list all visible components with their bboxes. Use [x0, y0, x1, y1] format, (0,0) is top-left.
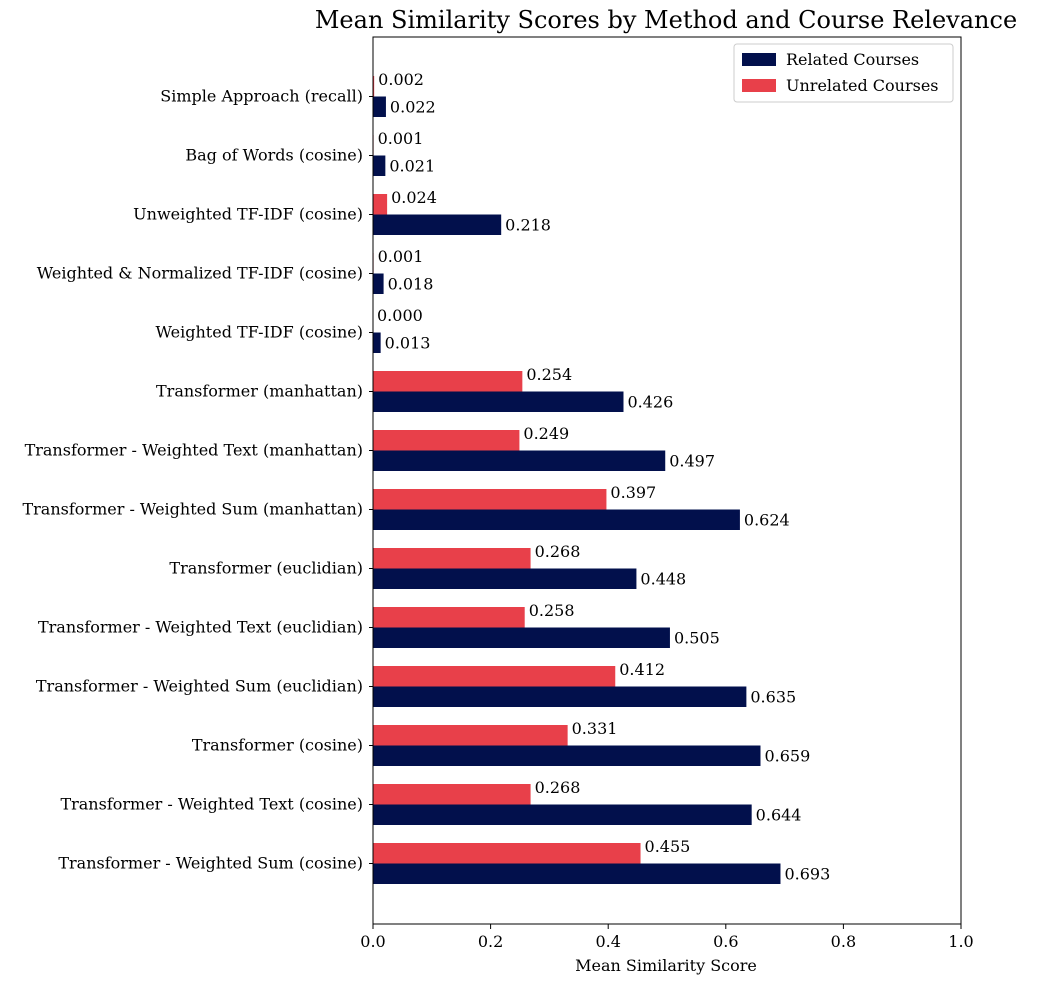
category-label: Transformer - Weighted Text (cosine) — [60, 795, 363, 814]
category-label: Transformer - Weighted Sum (cosine) — [58, 854, 363, 873]
bar-unrelated — [373, 548, 531, 569]
value-label-related: 0.497 — [669, 451, 715, 470]
bar-related — [373, 745, 761, 766]
bar-unrelated — [373, 666, 616, 687]
bar-related — [373, 450, 666, 471]
bar-related — [373, 332, 381, 353]
value-label-unrelated: 0.412 — [619, 660, 665, 679]
bar-unrelated — [373, 76, 375, 97]
bar-related — [373, 568, 637, 589]
value-label-unrelated: 0.258 — [529, 601, 575, 620]
value-label-unrelated: 0.024 — [391, 188, 437, 207]
value-label-related: 0.021 — [389, 156, 435, 175]
chart-title: Mean Similarity Scores by Method and Cou… — [315, 6, 1017, 34]
bar-related — [373, 686, 747, 707]
value-label-unrelated: 0.268 — [535, 778, 581, 797]
bar-related — [373, 214, 502, 235]
bars-layer — [373, 76, 781, 884]
value-label-unrelated: 0.001 — [378, 247, 424, 266]
category-label: Weighted TF-IDF (cosine) — [156, 323, 363, 342]
category-label: Transformer - Weighted Sum (manhattan) — [22, 500, 363, 519]
value-label-unrelated: 0.397 — [610, 483, 656, 502]
value-label-related: 0.693 — [784, 864, 830, 883]
bar-unrelated — [373, 843, 641, 864]
x-tick-label: 0.0 — [360, 932, 385, 951]
bar-unrelated — [373, 489, 607, 510]
category-label: Transformer - Weighted Text (manhattan) — [25, 441, 363, 460]
category-label: Transformer (cosine) — [192, 736, 363, 755]
value-labels: 0.002 0.022 0.001 0.021 0.024 0.218 0.001 0.018… — [377, 70, 830, 884]
value-label-related: 0.426 — [627, 392, 673, 411]
value-label-related: 0.013 — [385, 333, 431, 352]
bar-unrelated — [373, 725, 568, 746]
value-label-unrelated: 0.000 — [377, 306, 423, 325]
category-label: Transformer (manhattan) — [156, 382, 363, 401]
value-label-related: 0.448 — [640, 569, 686, 588]
x-tick-label: 1.0 — [948, 932, 973, 951]
bar-related — [373, 391, 624, 412]
value-label-unrelated: 0.254 — [526, 365, 572, 384]
bar-unrelated — [373, 430, 520, 451]
legend-label: Unrelated Courses — [786, 76, 939, 95]
bar-unrelated — [373, 784, 531, 805]
category-label: Bag of Words (cosine) — [185, 146, 363, 165]
legend-box — [733, 43, 954, 103]
value-label-related: 0.659 — [764, 746, 810, 765]
value-label-related: 0.635 — [750, 687, 796, 706]
category-label: Transformer - Weighted Sum (euclidian) — [36, 677, 363, 696]
legend-swatch — [742, 79, 776, 92]
x-ticks: 0.0 0.2 0.4 0.6 0.8 1.0 — [360, 924, 974, 951]
bar-related — [373, 804, 752, 825]
value-label-related: 0.218 — [505, 215, 551, 234]
bar-related — [373, 273, 384, 294]
value-label-related: 0.022 — [390, 97, 436, 116]
category-label: Unweighted TF-IDF (cosine) — [133, 205, 363, 224]
bar-unrelated — [373, 371, 523, 392]
bar-related — [373, 863, 781, 884]
value-label-related: 0.644 — [756, 805, 802, 824]
x-tick-label: 0.4 — [595, 932, 620, 951]
value-label-unrelated: 0.268 — [535, 542, 581, 561]
category-label: Weighted & Normalized TF-IDF (cosine) — [37, 264, 363, 283]
x-tick-label: 0.2 — [478, 932, 503, 951]
bar-unrelated — [373, 607, 525, 628]
plot-frame — [372, 36, 962, 925]
category-label: Simple Approach (recall) — [160, 87, 363, 106]
x-tick-label: 0.6 — [713, 932, 738, 951]
category-labels: Simple Approach (recall) Bag of Words (co… — [22, 87, 373, 873]
legend: Related Courses Unrelated Courses — [733, 43, 954, 103]
legend-label: Related Courses — [786, 50, 919, 69]
value-label-unrelated: 0.455 — [645, 837, 691, 856]
bar-related — [373, 155, 386, 176]
category-label: Transformer (euclidian) — [169, 559, 363, 578]
category-label: Transformer - Weighted Text (euclidian) — [38, 618, 363, 637]
bar-unrelated — [373, 194, 388, 215]
legend-swatch — [742, 53, 776, 66]
value-label-related: 0.624 — [744, 510, 790, 529]
value-label-unrelated: 0.249 — [523, 424, 569, 443]
bar-related — [373, 627, 670, 648]
value-label-unrelated: 0.002 — [378, 70, 424, 89]
bar-related — [373, 96, 386, 117]
bar-related — [373, 509, 740, 530]
x-tick-label: 0.8 — [831, 932, 856, 951]
value-label-related: 0.505 — [674, 628, 720, 647]
value-label-unrelated: 0.001 — [378, 129, 424, 148]
value-label-unrelated: 0.331 — [572, 719, 618, 738]
value-label-related: 0.018 — [388, 274, 434, 293]
x-axis-label: Mean Similarity Score — [575, 956, 757, 975]
